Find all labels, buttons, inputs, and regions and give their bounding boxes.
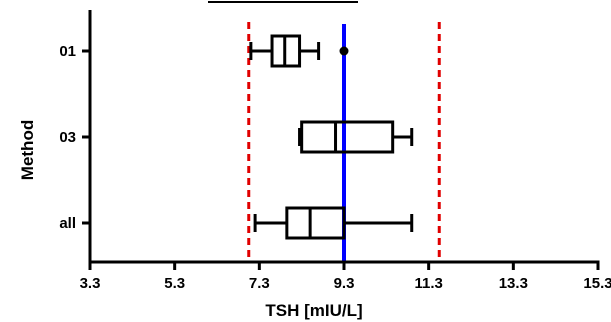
x-axis-title: TSH [mIU/L]: [265, 301, 362, 320]
x-tick-label-0: 3.3: [80, 275, 101, 292]
ticks: 3.3 5.3 7.3 9.3 11.3 13.3 15.3 01 03 all: [59, 43, 611, 292]
outlier-01-0: [339, 46, 349, 56]
iqr-box-all: [285, 206, 346, 240]
x-tick-label-2: 7.3: [249, 275, 270, 292]
y-tick-label-01: 01: [59, 43, 76, 60]
box-all: [253, 206, 414, 240]
x-tick-label-5: 13.3: [499, 275, 528, 292]
x-tick-label-6: 15.3: [583, 275, 611, 292]
x-tick-label-1: 5.3: [164, 275, 185, 292]
y-tick-label-all: all: [59, 215, 76, 232]
boxes: [249, 34, 414, 240]
box-01: [249, 34, 349, 68]
x-tick-label-3: 9.3: [334, 275, 355, 292]
y-axis-title: Method: [18, 120, 37, 180]
x-tick-label-4: 11.3: [414, 275, 442, 292]
iqr-box-03: [300, 120, 395, 154]
box-03: [298, 120, 414, 154]
y-tick-label-03: 03: [59, 129, 76, 146]
